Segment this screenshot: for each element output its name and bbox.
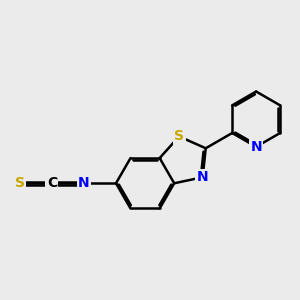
Text: N: N [78, 176, 90, 190]
Text: S: S [15, 176, 25, 190]
Text: N: N [197, 170, 208, 184]
Text: S: S [174, 129, 184, 143]
Text: N: N [250, 140, 262, 154]
Text: C: C [47, 176, 57, 190]
